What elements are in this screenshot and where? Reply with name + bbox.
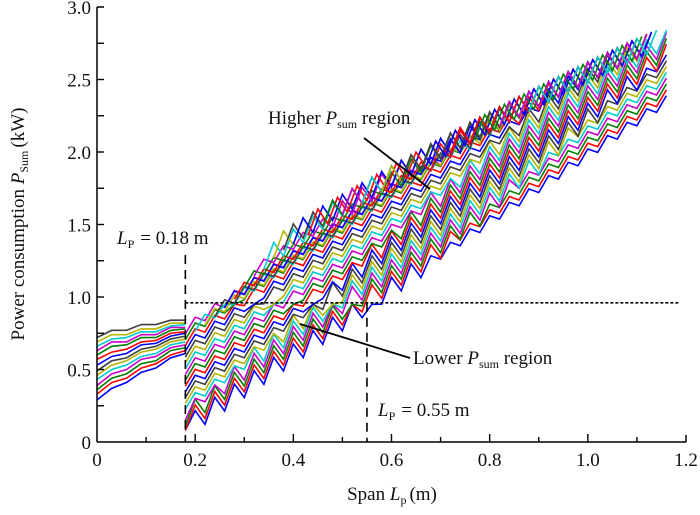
series-line-p4 — [184, 77, 668, 421]
x-tick-labels: 0 0.2 0.4 0.6 0.8 1.0 1.2 — [92, 450, 698, 471]
series-line-p20 — [204, 33, 648, 326]
y-tick-labels: 0 0.5 1.0 1.5 2.0 2.5 3.0 — [67, 0, 91, 454]
y-tick-label: 1.0 — [67, 288, 91, 309]
lower-region-pointer — [299, 323, 411, 359]
x-tick-label: 0.8 — [478, 450, 502, 471]
series-line-p9 — [184, 43, 668, 387]
x-tick-label: 0 — [92, 450, 102, 471]
series-line-s6 — [96, 338, 186, 376]
lower-region-label: Lower Psum region — [413, 348, 553, 371]
series-line-s13 — [96, 322, 186, 343]
higher-region-pointer — [363, 137, 431, 190]
series-line-s11 — [96, 326, 186, 352]
series-line-p12 — [184, 29, 668, 370]
y-axis-title: Power consumption PSum(kW) — [8, 108, 31, 341]
series-line-s12 — [96, 323, 186, 348]
series-line-p13 — [184, 34, 648, 364]
series-line-s1 — [96, 352, 186, 401]
y-tick-label: 2.5 — [67, 71, 91, 92]
x-tick-label: 0.2 — [183, 450, 207, 471]
ticks-layer — [97, 42, 638, 442]
series-line-p8 — [184, 54, 668, 393]
series-line-p6 — [184, 66, 668, 405]
x-axis-title: Span Lp (m) — [347, 484, 437, 507]
y-tick-label: 3.0 — [67, 0, 91, 19]
lp-018-label: LP = 0.18 m — [116, 228, 209, 251]
series-line-p40 — [528, 29, 658, 113]
series-line-p11 — [184, 32, 668, 376]
series-line-p19 — [194, 38, 638, 332]
series-line-p2 — [184, 89, 668, 431]
x-tick-label: 0.6 — [380, 450, 404, 471]
series-line-s3 — [96, 346, 186, 391]
series-line-s7 — [96, 335, 186, 372]
series-line-p7 — [184, 60, 668, 399]
higher-region-label: Higher Psum region — [268, 108, 411, 131]
series-line-s5 — [96, 341, 186, 381]
series-line-p3 — [184, 83, 668, 427]
y-tick-label: 2.0 — [67, 143, 91, 164]
series-line-s14 — [96, 319, 186, 339]
series-line-p15 — [184, 33, 648, 352]
y-tick-label: 0.5 — [67, 361, 91, 382]
x-tick-label: 1.0 — [576, 450, 600, 471]
series-line-p5 — [184, 71, 668, 410]
series-line-p38 — [474, 36, 643, 141]
series-line-p10 — [184, 38, 668, 381]
series-line-s10 — [96, 328, 186, 356]
series-line-s4 — [96, 344, 186, 387]
series-line-s2 — [96, 349, 186, 395]
series-line-p14 — [184, 33, 648, 358]
x-tick-label: 1.2 — [674, 450, 698, 471]
series-line-s9 — [96, 331, 186, 361]
x-tick-label: 0.4 — [281, 450, 305, 471]
y-tick-label: 0 — [82, 433, 92, 454]
y-tick-label: 1.5 — [67, 216, 91, 237]
series-line-s8 — [96, 332, 186, 366]
lp-055-label: LP = 0.55 m — [377, 400, 470, 423]
series-line-p1 — [184, 95, 668, 431]
